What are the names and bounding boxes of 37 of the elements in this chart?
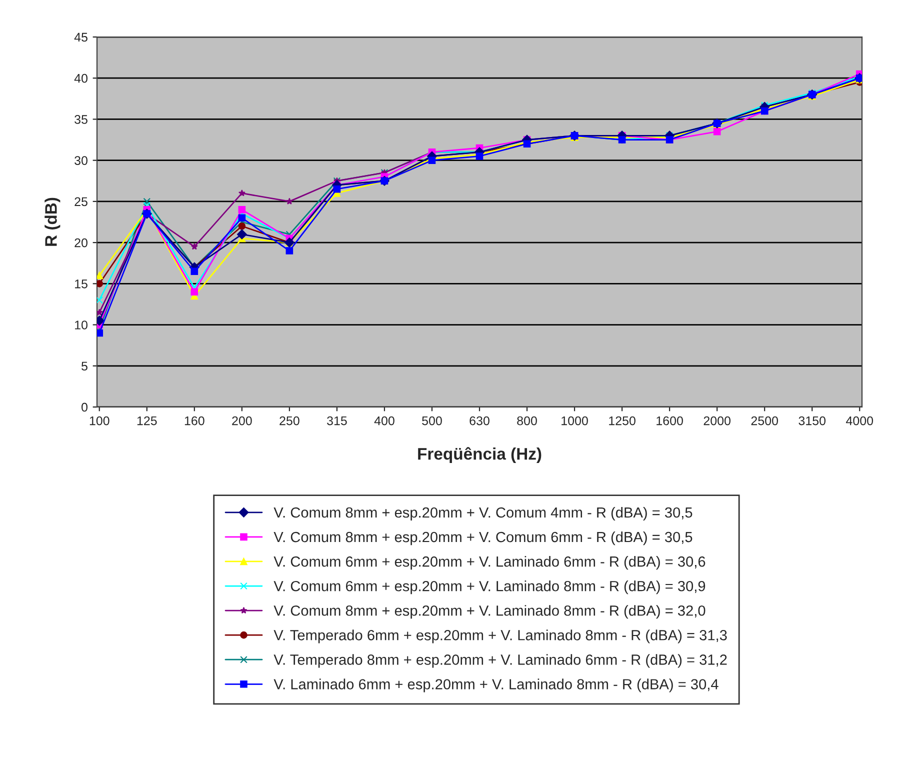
x-tick-label: 100: [90, 416, 110, 426]
y-tick-label: 30: [74, 156, 88, 165]
y-tick-label: 0: [82, 402, 88, 412]
y-tick-label: 25: [74, 197, 88, 206]
x-tick-label: 800: [517, 416, 537, 426]
legend-label: V. Comum 6mm + esp.20mm + V. Laminado 6mm - R (dBA) = 30,6: [274, 556, 706, 570]
legend-label: V. Comum 8mm + esp.20mm + V. Comum 6mm - R (dBA) = 30,5: [274, 531, 692, 546]
y-tick-label: 35: [74, 115, 88, 124]
x-tick-label: 160: [184, 416, 204, 426]
y-tick-label: 10: [75, 320, 88, 330]
y-tick-label: 15: [75, 280, 88, 288]
legend-label: V. Temperado 8mm + esp.20mm + V. Laminado 6mm - R (dBA) = 31,2: [274, 654, 727, 668]
x-tick-label: 315: [327, 416, 347, 426]
legend-label: V. Temperado 6mm + esp.20mm + V. Laminado 8mm - R (dBA) = 31,3: [274, 630, 727, 644]
x-tick-label: 400: [374, 416, 394, 426]
x-tick-label: 500: [422, 416, 442, 426]
legend-label: V. Comum 6mm + esp.20mm + V. Laminado 8mm - R (dBA) = 30,9: [274, 580, 706, 594]
legend-label: V. Comum 8mm + esp.20mm + V. Laminado 8mm - R (dBA) = 32,0: [274, 605, 706, 619]
y-tick-label: 20: [74, 238, 88, 248]
x-tick-label: 200: [232, 416, 252, 426]
x-tick-label: 2000: [704, 416, 730, 426]
legend-label: V. Laminado 6mm + esp.20mm + V. Laminado 8mm - R (dBA) = 30,4: [274, 678, 718, 692]
x-tick-label: 250: [280, 416, 300, 426]
legend-label: V. Comum 8mm + esp.20mm + V. Comum 4mm - R (dBA) = 30,5: [274, 506, 692, 521]
x-tick-label: 630: [470, 416, 490, 426]
x-axis-title: Freqüência (Hz): [418, 447, 542, 464]
x-tick-label: 1250: [609, 416, 636, 426]
x-tick-label: 125: [137, 416, 157, 426]
x-tick-label: 1000: [562, 416, 588, 426]
x-tick-label: 3150: [798, 416, 826, 426]
y-tick-label: 40: [74, 74, 88, 83]
y-axis-title: R (dB): [44, 198, 60, 246]
x-tick-label: 4000: [846, 416, 874, 426]
y-tick-label: 45: [74, 32, 88, 42]
x-tick-label: 1600: [656, 416, 683, 426]
y-tick-label: 5: [82, 362, 88, 371]
x-tick-label: 2500: [751, 416, 778, 426]
